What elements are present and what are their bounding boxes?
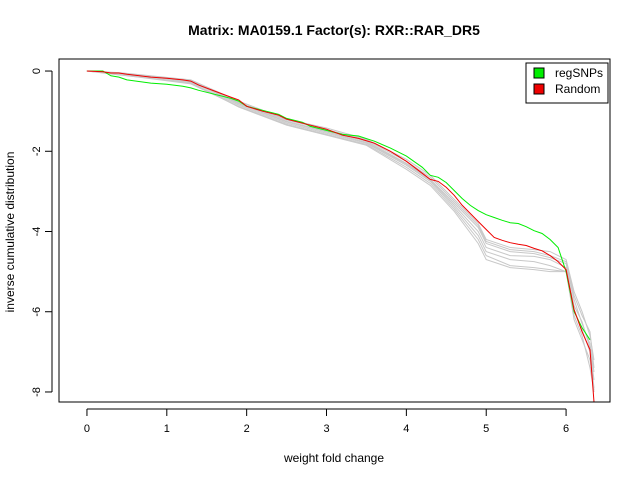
y-tick-label: 0 (31, 68, 43, 74)
chart-title: Matrix: MA0159.1 Factor(s): RXR::RAR_DR5 (188, 22, 480, 38)
x-tick-label: 1 (164, 423, 170, 435)
y-axis-label: inverse cumulative distribution (3, 152, 17, 313)
legend: regSNPs Random (525, 62, 609, 104)
background-run-line (86, 70, 595, 360)
series-lines (86, 70, 595, 403)
y-tick-label: -4 (31, 227, 43, 237)
legend-label-random: Random (555, 82, 600, 96)
background-run-line (86, 70, 595, 389)
x-axis: 0 1 2 3 4 5 6 (84, 408, 569, 435)
series-line-random (86, 70, 595, 403)
plot-frame (58, 58, 611, 403)
x-tick-label: 4 (403, 423, 409, 435)
x-tick-label: 2 (244, 423, 250, 435)
x-tick-label: 3 (323, 423, 329, 435)
background-run-line (86, 70, 595, 393)
background-run-line (86, 70, 595, 380)
background-runs (86, 70, 595, 393)
legend-swatch-regsnps (533, 67, 545, 79)
background-run-line (86, 70, 595, 368)
series-line-regsnps (86, 70, 591, 341)
x-tick-label: 0 (84, 423, 90, 435)
x-tick-label: 6 (563, 423, 569, 435)
y-tick-label: -6 (31, 307, 43, 317)
legend-label-regsnps: regSNPs (555, 66, 603, 80)
y-axis: 0 -2 -4 -6 -8 (31, 68, 53, 397)
x-axis-label: weight fold change (283, 451, 384, 465)
legend-swatch-random (533, 83, 545, 95)
y-tick-label: -2 (31, 146, 43, 156)
background-run-line (86, 70, 595, 391)
x-tick-label: 5 (483, 423, 489, 435)
y-tick-label: -8 (31, 387, 43, 397)
legend-box (525, 62, 609, 104)
background-run-line (86, 70, 595, 372)
